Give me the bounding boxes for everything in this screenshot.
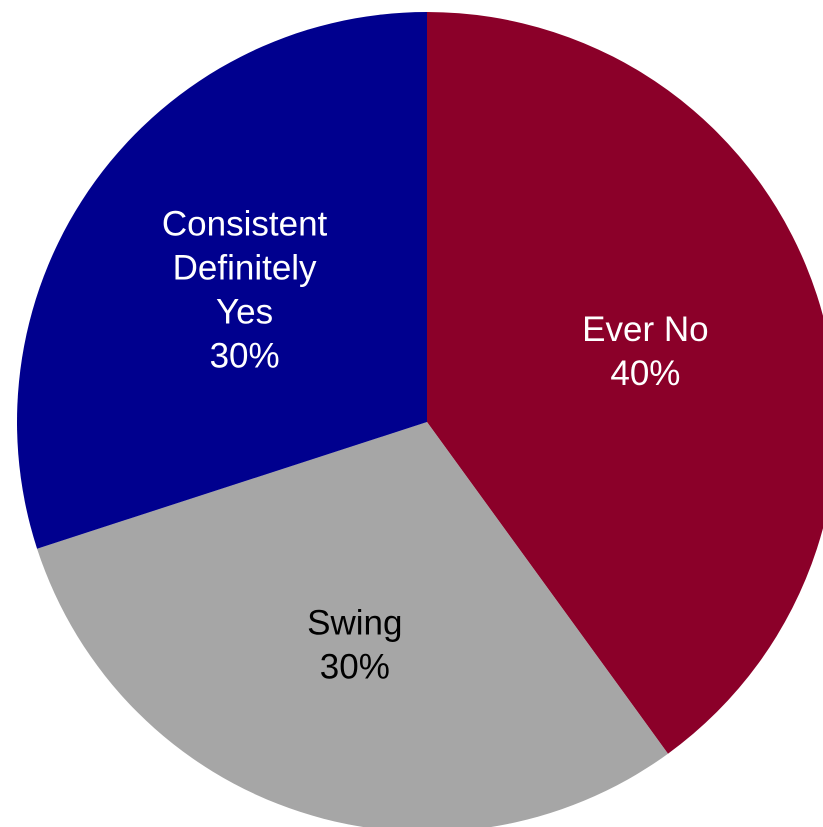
data-label-ever-no: Ever No 40% [582,310,708,393]
pie-slice-ever-no [427,12,823,754]
data-label-line: 40% [610,354,680,393]
data-label-line: 30% [320,647,390,686]
pie-slice-swing [37,422,668,827]
data-label-line: Yes [216,293,273,332]
data-label-swing: Swing 30% [307,603,402,686]
data-label-line: 30% [210,337,280,376]
data-label-line: Ever No [582,310,708,349]
data-label-line: Swing [307,603,402,642]
pie-labels: Ever No 40% Swing 30% Consistent Definitely Ye… [162,205,709,687]
pie-slices [17,12,823,827]
data-label-line: Consistent [162,205,328,244]
pie-slice-consistent-definitely-yes [17,12,428,549]
data-label-consistent-definitely-yes: Consistent Definitely Yes 30% [162,205,328,376]
data-label-line: Definitely [173,249,317,288]
